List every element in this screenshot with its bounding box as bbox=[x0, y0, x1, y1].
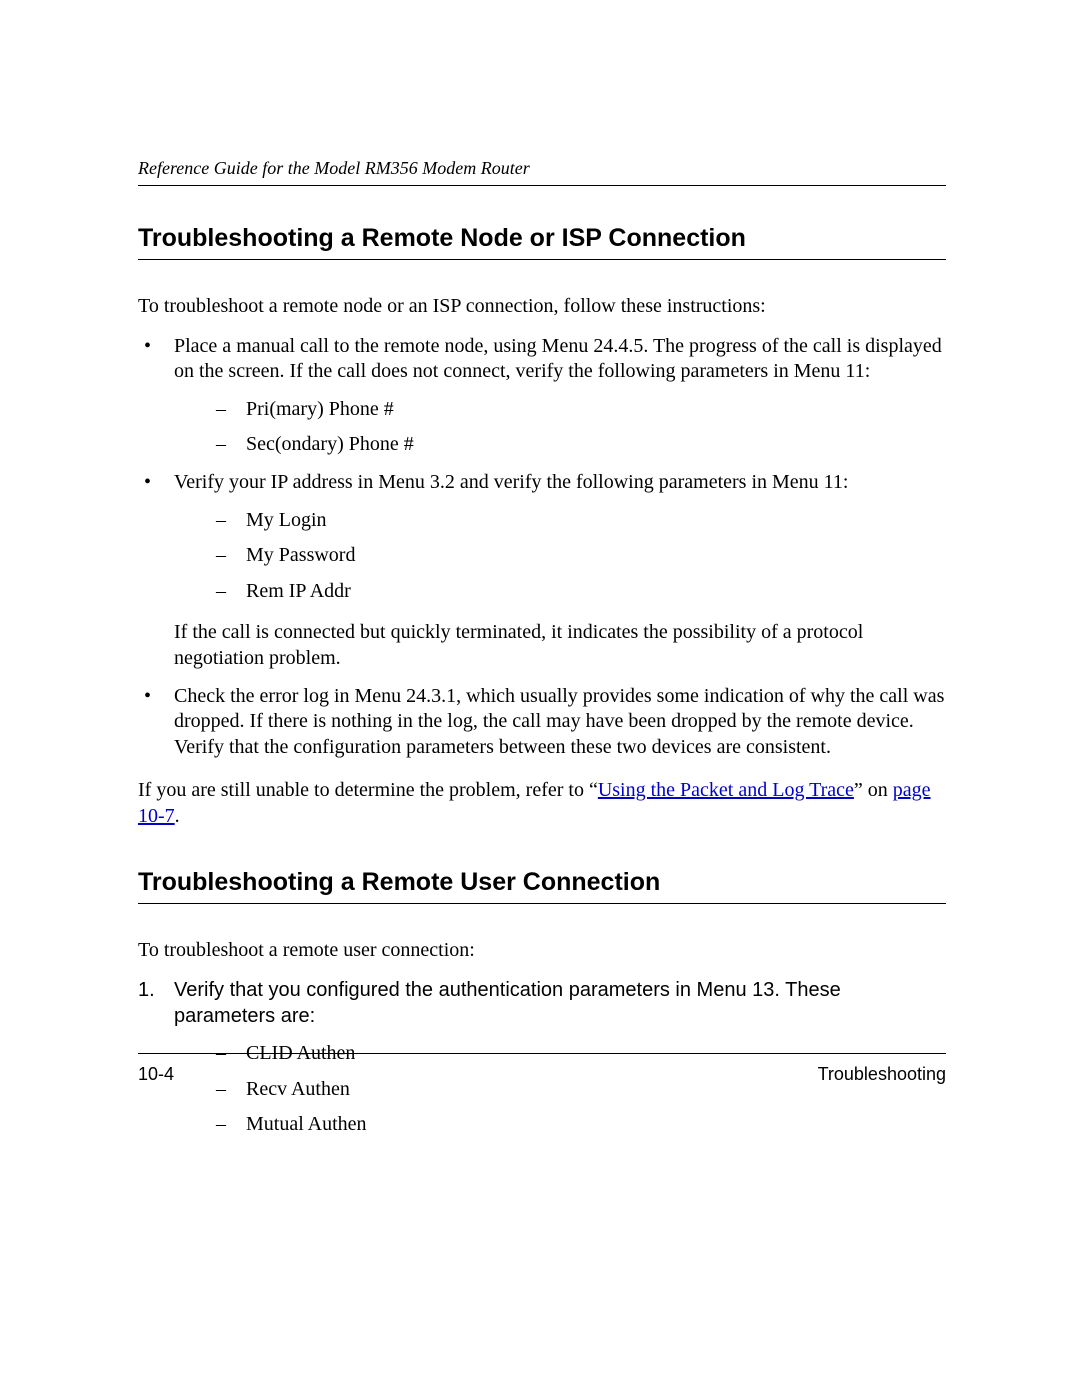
dash-item: My Login bbox=[210, 508, 946, 534]
closing-text-pre: If you are still unable to determine the… bbox=[138, 779, 598, 801]
bullet-text: Check the error log in Menu 24.3.1, whic… bbox=[174, 685, 944, 758]
section2-intro: To troubleshoot a remote user connection… bbox=[138, 938, 946, 964]
bullet-item: Check the error log in Menu 24.3.1, whic… bbox=[138, 684, 946, 761]
closing-text-post: . bbox=[175, 805, 180, 827]
footer-chapter: Troubleshooting bbox=[818, 1064, 946, 1085]
section1-intro: To troubleshoot a remote node or an ISP … bbox=[138, 294, 946, 320]
page-footer: 10-4 Troubleshooting bbox=[138, 1053, 946, 1085]
dash-list: Pri(mary) Phone # Sec(ondary) Phone # bbox=[210, 397, 946, 458]
running-head: Reference Guide for the Model RM356 Mode… bbox=[138, 158, 946, 179]
section1-bullet-list: Place a manual call to the remote node, … bbox=[138, 334, 946, 761]
dash-item: My Password bbox=[210, 543, 946, 569]
dash-item: Sec(ondary) Phone # bbox=[210, 432, 946, 458]
footer-rule bbox=[138, 1053, 946, 1054]
header-rule bbox=[138, 185, 946, 186]
bullet-follow-para: If the call is connected but quickly ter… bbox=[174, 620, 946, 671]
section1-closing: If you are still unable to determine the… bbox=[138, 778, 946, 829]
dash-item: Rem IP Addr bbox=[210, 579, 946, 605]
bullet-text: Verify your IP address in Menu 3.2 and v… bbox=[174, 471, 848, 493]
packet-log-trace-link[interactable]: Using the Packet and Log Trace bbox=[598, 779, 854, 801]
bullet-item: Verify your IP address in Menu 3.2 and v… bbox=[138, 470, 946, 672]
section-heading-isp: Troubleshooting a Remote Node or ISP Con… bbox=[138, 224, 946, 253]
section-heading-user: Troubleshooting a Remote User Connection bbox=[138, 868, 946, 897]
bullet-text: Place a manual call to the remote node, … bbox=[174, 335, 942, 383]
closing-text-mid: ” on bbox=[854, 779, 893, 801]
dash-item: Pri(mary) Phone # bbox=[210, 397, 946, 423]
section-rule-1 bbox=[138, 259, 946, 260]
footer-page-number: 10-4 bbox=[138, 1064, 174, 1085]
section-rule-2 bbox=[138, 903, 946, 904]
dash-list: My Login My Password Rem IP Addr bbox=[210, 508, 946, 605]
dash-item: Mutual Authen bbox=[210, 1112, 946, 1138]
bullet-item: Place a manual call to the remote node, … bbox=[138, 334, 946, 458]
step-text: Verify that you configured the authentic… bbox=[174, 979, 841, 1027]
